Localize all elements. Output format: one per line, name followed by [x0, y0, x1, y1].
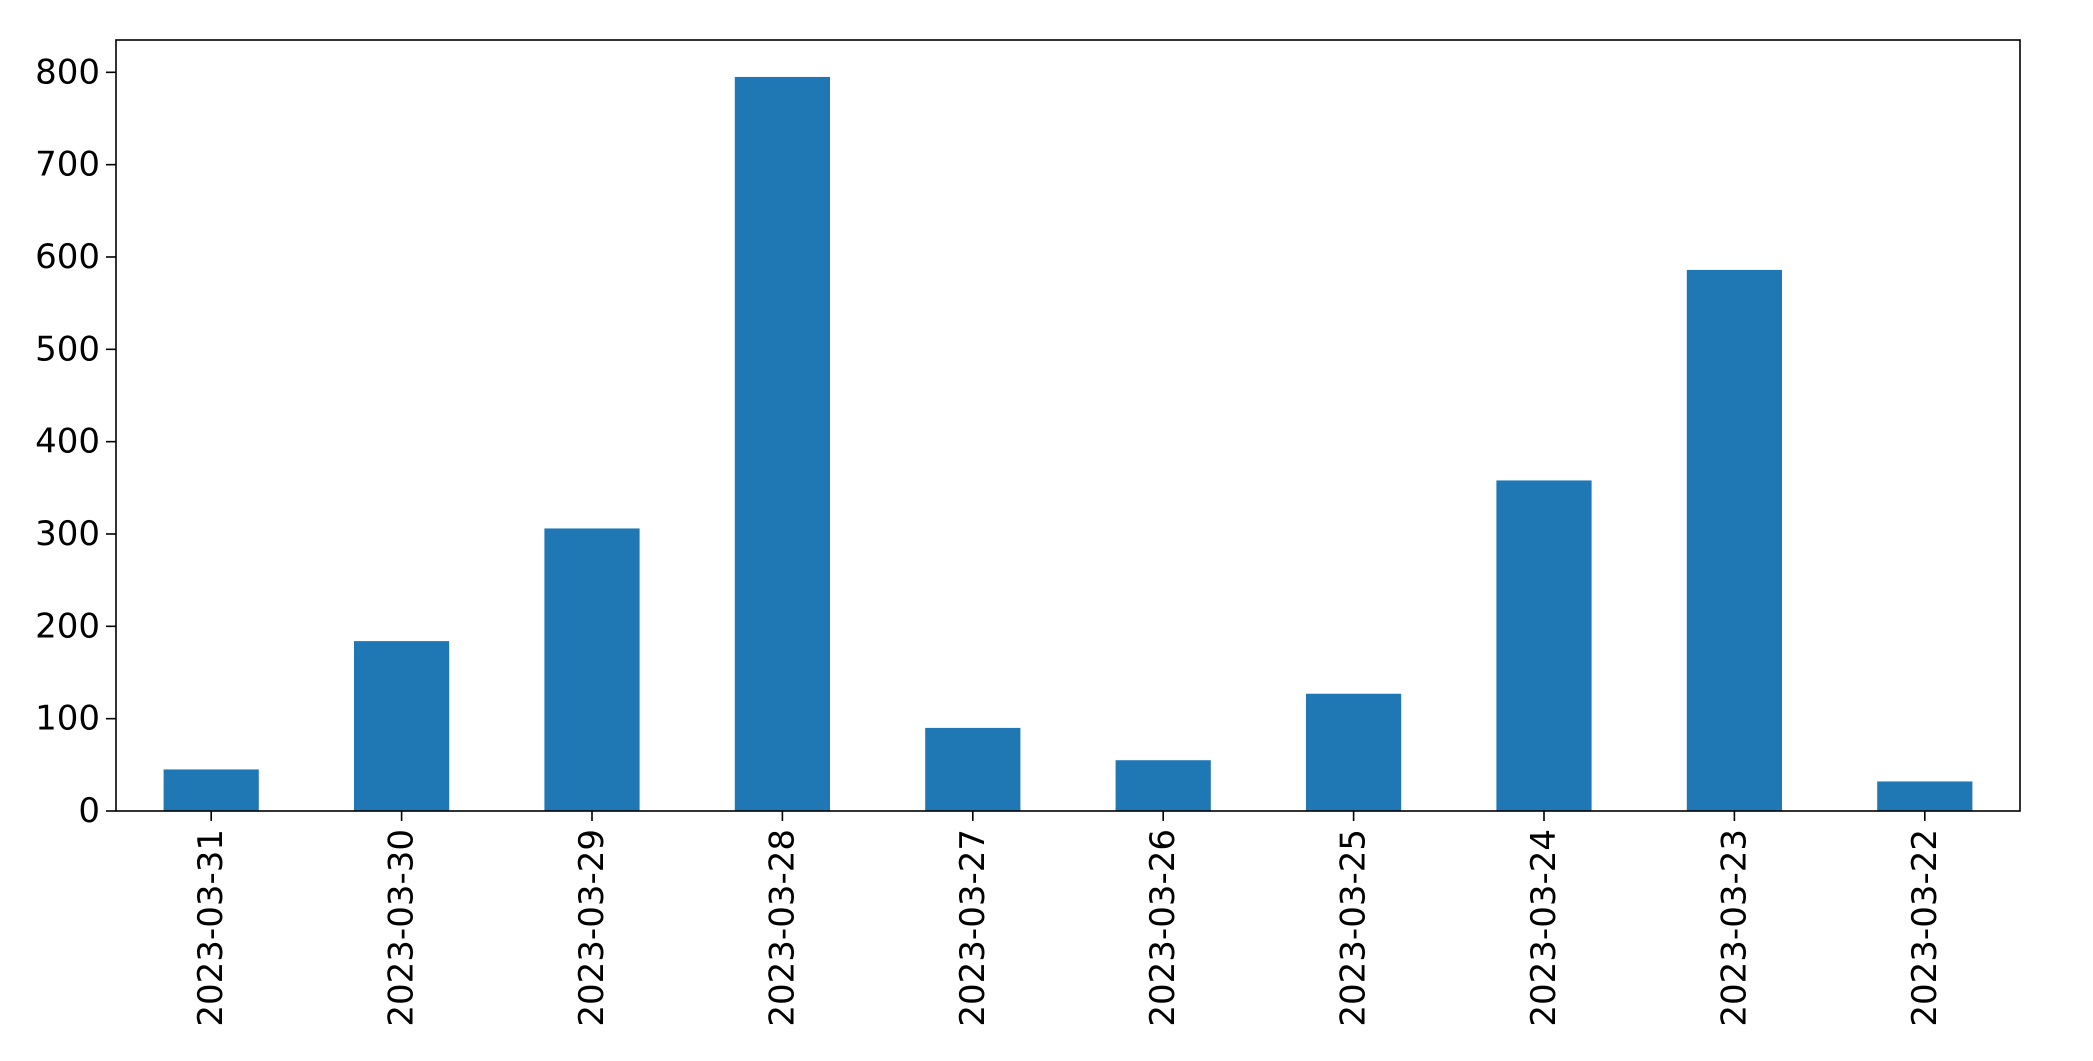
- x-tick-label: 2023-03-31: [191, 829, 231, 1027]
- y-tick-label: 100: [35, 699, 100, 739]
- bar-2023-03-31: [163, 769, 259, 811]
- bar-2023-03-29: [544, 528, 640, 811]
- bar-2023-03-26: [1115, 760, 1211, 811]
- bar-2023-03-22: [1877, 781, 1973, 811]
- plot-frame: [115, 39, 2021, 812]
- bar-2023-03-28: [734, 76, 830, 811]
- y-tick-label: 200: [35, 606, 100, 646]
- bar-2023-03-23: [1686, 269, 1782, 811]
- x-tick-label: 2023-03-22: [1905, 829, 1945, 1027]
- bar-2023-03-25: [1306, 693, 1402, 811]
- y-tick-label: 800: [35, 52, 100, 92]
- bar-2023-03-27: [925, 727, 1021, 811]
- x-tick-label: 2023-03-28: [762, 829, 802, 1027]
- x-tick-label: 2023-03-26: [1143, 829, 1183, 1027]
- y-tick-label: 500: [35, 329, 100, 369]
- x-tick-label: 2023-03-25: [1334, 829, 1374, 1027]
- y-axis: 0 100 200 300 400 500 600 700 800: [35, 52, 116, 831]
- y-tick-label: 0: [78, 791, 100, 831]
- x-tick-label: 2023-03-29: [572, 829, 612, 1027]
- x-tick-label: 2023-03-24: [1524, 829, 1564, 1027]
- bar-2023-03-30: [354, 641, 450, 811]
- bars-group: [163, 76, 1973, 811]
- x-tick-label: 2023-03-27: [953, 829, 993, 1027]
- x-axis: 2023-03-31 2023-03-30 2023-03-29 2023-03-28…: [191, 811, 1945, 1027]
- y-tick-label: 300: [35, 514, 100, 554]
- y-tick-label: 400: [35, 422, 100, 462]
- x-tick-label: 2023-03-30: [382, 829, 422, 1027]
- x-tick-label: 2023-03-23: [1714, 829, 1754, 1027]
- bar-2023-03-24: [1496, 480, 1592, 811]
- y-tick-label: 600: [35, 237, 100, 277]
- y-tick-label: 700: [35, 145, 100, 185]
